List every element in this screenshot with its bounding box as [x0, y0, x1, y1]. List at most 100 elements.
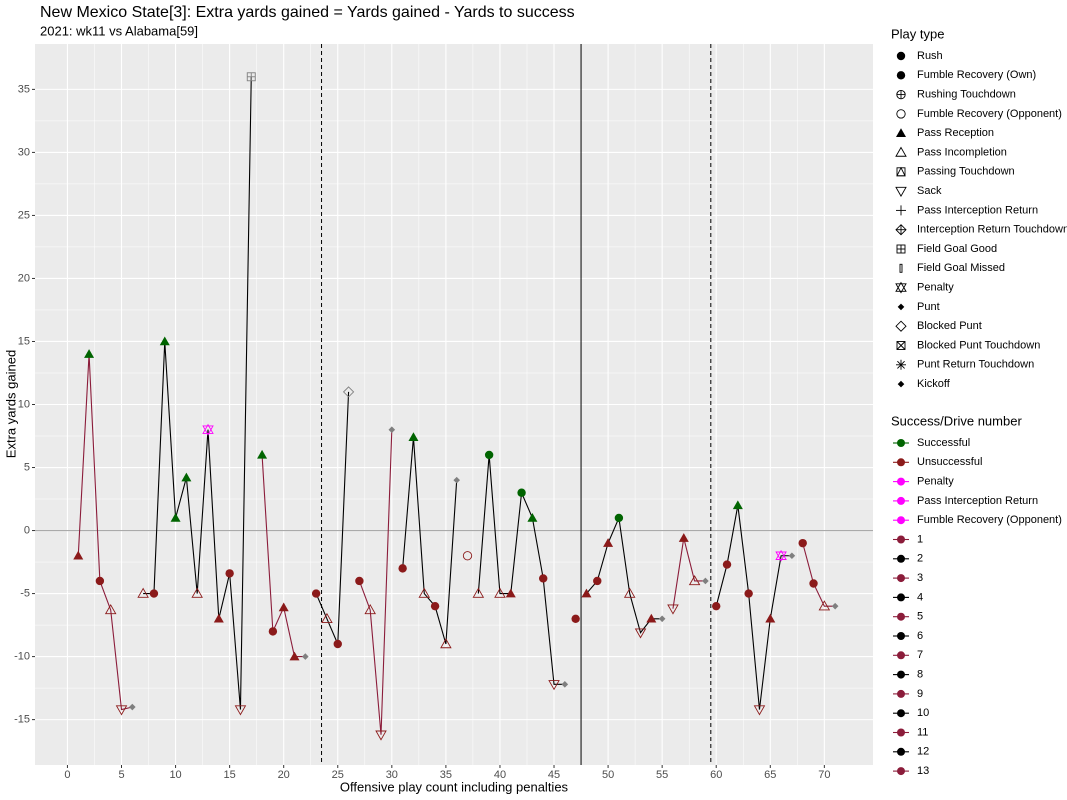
shape-part	[688, 575, 701, 586]
legend-label: 1	[917, 533, 923, 545]
play-point	[159, 336, 170, 346]
shape-part	[634, 628, 647, 639]
y-tick-label: -15	[14, 714, 30, 726]
legend-label: Rushing Touchdown	[917, 89, 1016, 101]
play-point	[505, 588, 516, 598]
play-point	[753, 705, 766, 716]
legend-key	[896, 128, 906, 137]
play-point	[355, 576, 364, 586]
play-point	[702, 577, 709, 585]
play-point	[453, 476, 461, 484]
shape-part	[702, 577, 709, 585]
shape-part	[170, 512, 181, 522]
shape-part	[744, 589, 753, 598]
x-tick-label: 60	[710, 769, 722, 781]
legend-key	[897, 496, 905, 505]
play-point	[234, 705, 247, 716]
x-tick-label: 0	[64, 769, 70, 781]
y-tick-label: 20	[18, 272, 30, 284]
legend-label: 10	[917, 707, 929, 719]
play-point	[646, 613, 657, 623]
shape-part	[561, 681, 569, 688]
play-point	[278, 602, 289, 612]
play-point	[191, 587, 203, 598]
shape-part	[202, 425, 214, 436]
x-tick-label: 30	[386, 769, 398, 781]
legend-key	[896, 89, 906, 100]
x-tick-label: 10	[169, 769, 181, 781]
x-tick-label: 25	[332, 769, 344, 781]
shape-part	[181, 472, 192, 482]
shape-part	[581, 588, 592, 598]
play-point	[311, 589, 321, 598]
shape-part	[289, 651, 300, 661]
shape-part	[831, 602, 839, 610]
drive-line	[315, 391, 350, 645]
play-point	[213, 613, 224, 623]
shape-part	[342, 386, 355, 398]
play-point	[430, 601, 440, 611]
shape-part	[753, 705, 766, 716]
shape-part	[73, 550, 84, 560]
play-point	[744, 589, 753, 598]
legend-key	[896, 51, 906, 61]
shape-part	[234, 705, 247, 716]
y-tick-label: -10	[14, 651, 30, 663]
play-point	[289, 651, 300, 661]
legend-key	[897, 767, 905, 776]
shape-part	[798, 538, 807, 548]
x-tick-label: 45	[548, 769, 560, 781]
play-point	[472, 587, 485, 598]
drive-line	[77, 354, 133, 711]
play-point	[494, 587, 506, 598]
drive-line	[143, 76, 252, 710]
shape-part	[895, 281, 907, 292]
shape-part	[712, 601, 721, 611]
legend-key	[897, 380, 905, 388]
legend-label: Punt	[917, 301, 940, 313]
play-point	[170, 512, 181, 522]
legend-label: 13	[917, 765, 929, 777]
play-point	[658, 615, 666, 623]
shape-part	[646, 613, 657, 623]
legend-key	[895, 281, 907, 294]
shape-part	[895, 320, 907, 332]
play-point	[342, 386, 355, 398]
drive-line	[802, 543, 836, 607]
x-tick-label: 50	[602, 769, 614, 781]
shape-part	[453, 476, 461, 484]
shape-part	[896, 71, 906, 80]
play-point	[364, 604, 376, 615]
play-point	[408, 432, 419, 442]
shape-part	[623, 587, 636, 598]
x-tick-label: 70	[818, 769, 830, 781]
shape-part	[548, 680, 560, 691]
x-tick-label: 35	[440, 769, 452, 781]
legend-key	[897, 632, 905, 640]
shape-part	[191, 587, 203, 598]
shape-part	[775, 551, 787, 562]
play-point	[818, 600, 831, 611]
play-point	[149, 589, 159, 598]
shape-part	[302, 653, 309, 660]
shape-part	[896, 166, 906, 177]
legend-key	[896, 205, 906, 216]
legend-label: 5	[917, 611, 923, 623]
shape-part	[897, 380, 905, 388]
legend-key	[895, 186, 907, 198]
play-point	[667, 604, 679, 615]
shape-part	[311, 589, 321, 598]
legend-key	[897, 535, 905, 544]
play-point	[137, 587, 149, 598]
legend-label: Unsuccessful	[917, 456, 982, 468]
legend-label: Field Goal Missed	[917, 262, 1005, 274]
legend-key	[897, 439, 905, 447]
legend-key	[897, 593, 905, 602]
shape-part	[484, 450, 494, 460]
play-point	[115, 705, 128, 716]
play-point	[375, 730, 387, 741]
play-point	[517, 488, 526, 497]
shape-part	[527, 512, 538, 522]
play-point	[634, 628, 647, 639]
legend-title: Play type	[891, 26, 944, 41]
